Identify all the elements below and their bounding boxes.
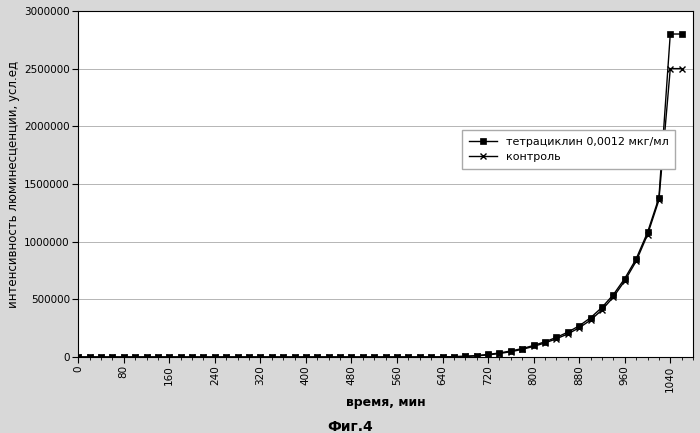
тетрациклин 0,0012 мкг/мл (678, 32, 686, 37)
контроль (176, 354, 185, 359)
контроль (666, 66, 675, 71)
X-axis label: время, мин: время, мин (346, 396, 426, 409)
тетрациклин 0,0012 мкг/мл (302, 354, 310, 359)
Y-axis label: интенсивность люминесценции, усл.ед: интенсивность люминесценции, усл.ед (7, 60, 20, 307)
тетрациклин 0,0012 мкг/мл (484, 352, 492, 357)
тетрациклин 0,0012 мкг/мл (74, 354, 83, 359)
контроль (404, 354, 412, 359)
контроль (74, 354, 83, 359)
Legend: тетрациклин 0,0012 мкг/мл, контроль: тетрациклин 0,0012 мкг/мл, контроль (463, 130, 676, 169)
Text: Фиг.4: Фиг.4 (327, 420, 373, 433)
контроль (678, 66, 686, 71)
тетрациклин 0,0012 мкг/мл (666, 32, 675, 37)
контроль (484, 352, 492, 358)
Line: контроль: контроль (76, 66, 685, 360)
Line: тетрациклин 0,0012 мкг/мл: тетрациклин 0,0012 мкг/мл (76, 31, 685, 360)
контроль (438, 354, 447, 359)
контроль (427, 354, 435, 359)
тетрациклин 0,0012 мкг/мл (404, 354, 412, 359)
тетрациклин 0,0012 мкг/мл (176, 354, 185, 359)
тетрациклин 0,0012 мкг/мл (427, 354, 435, 359)
тетрациклин 0,0012 мкг/мл (438, 354, 447, 359)
контроль (302, 354, 310, 359)
